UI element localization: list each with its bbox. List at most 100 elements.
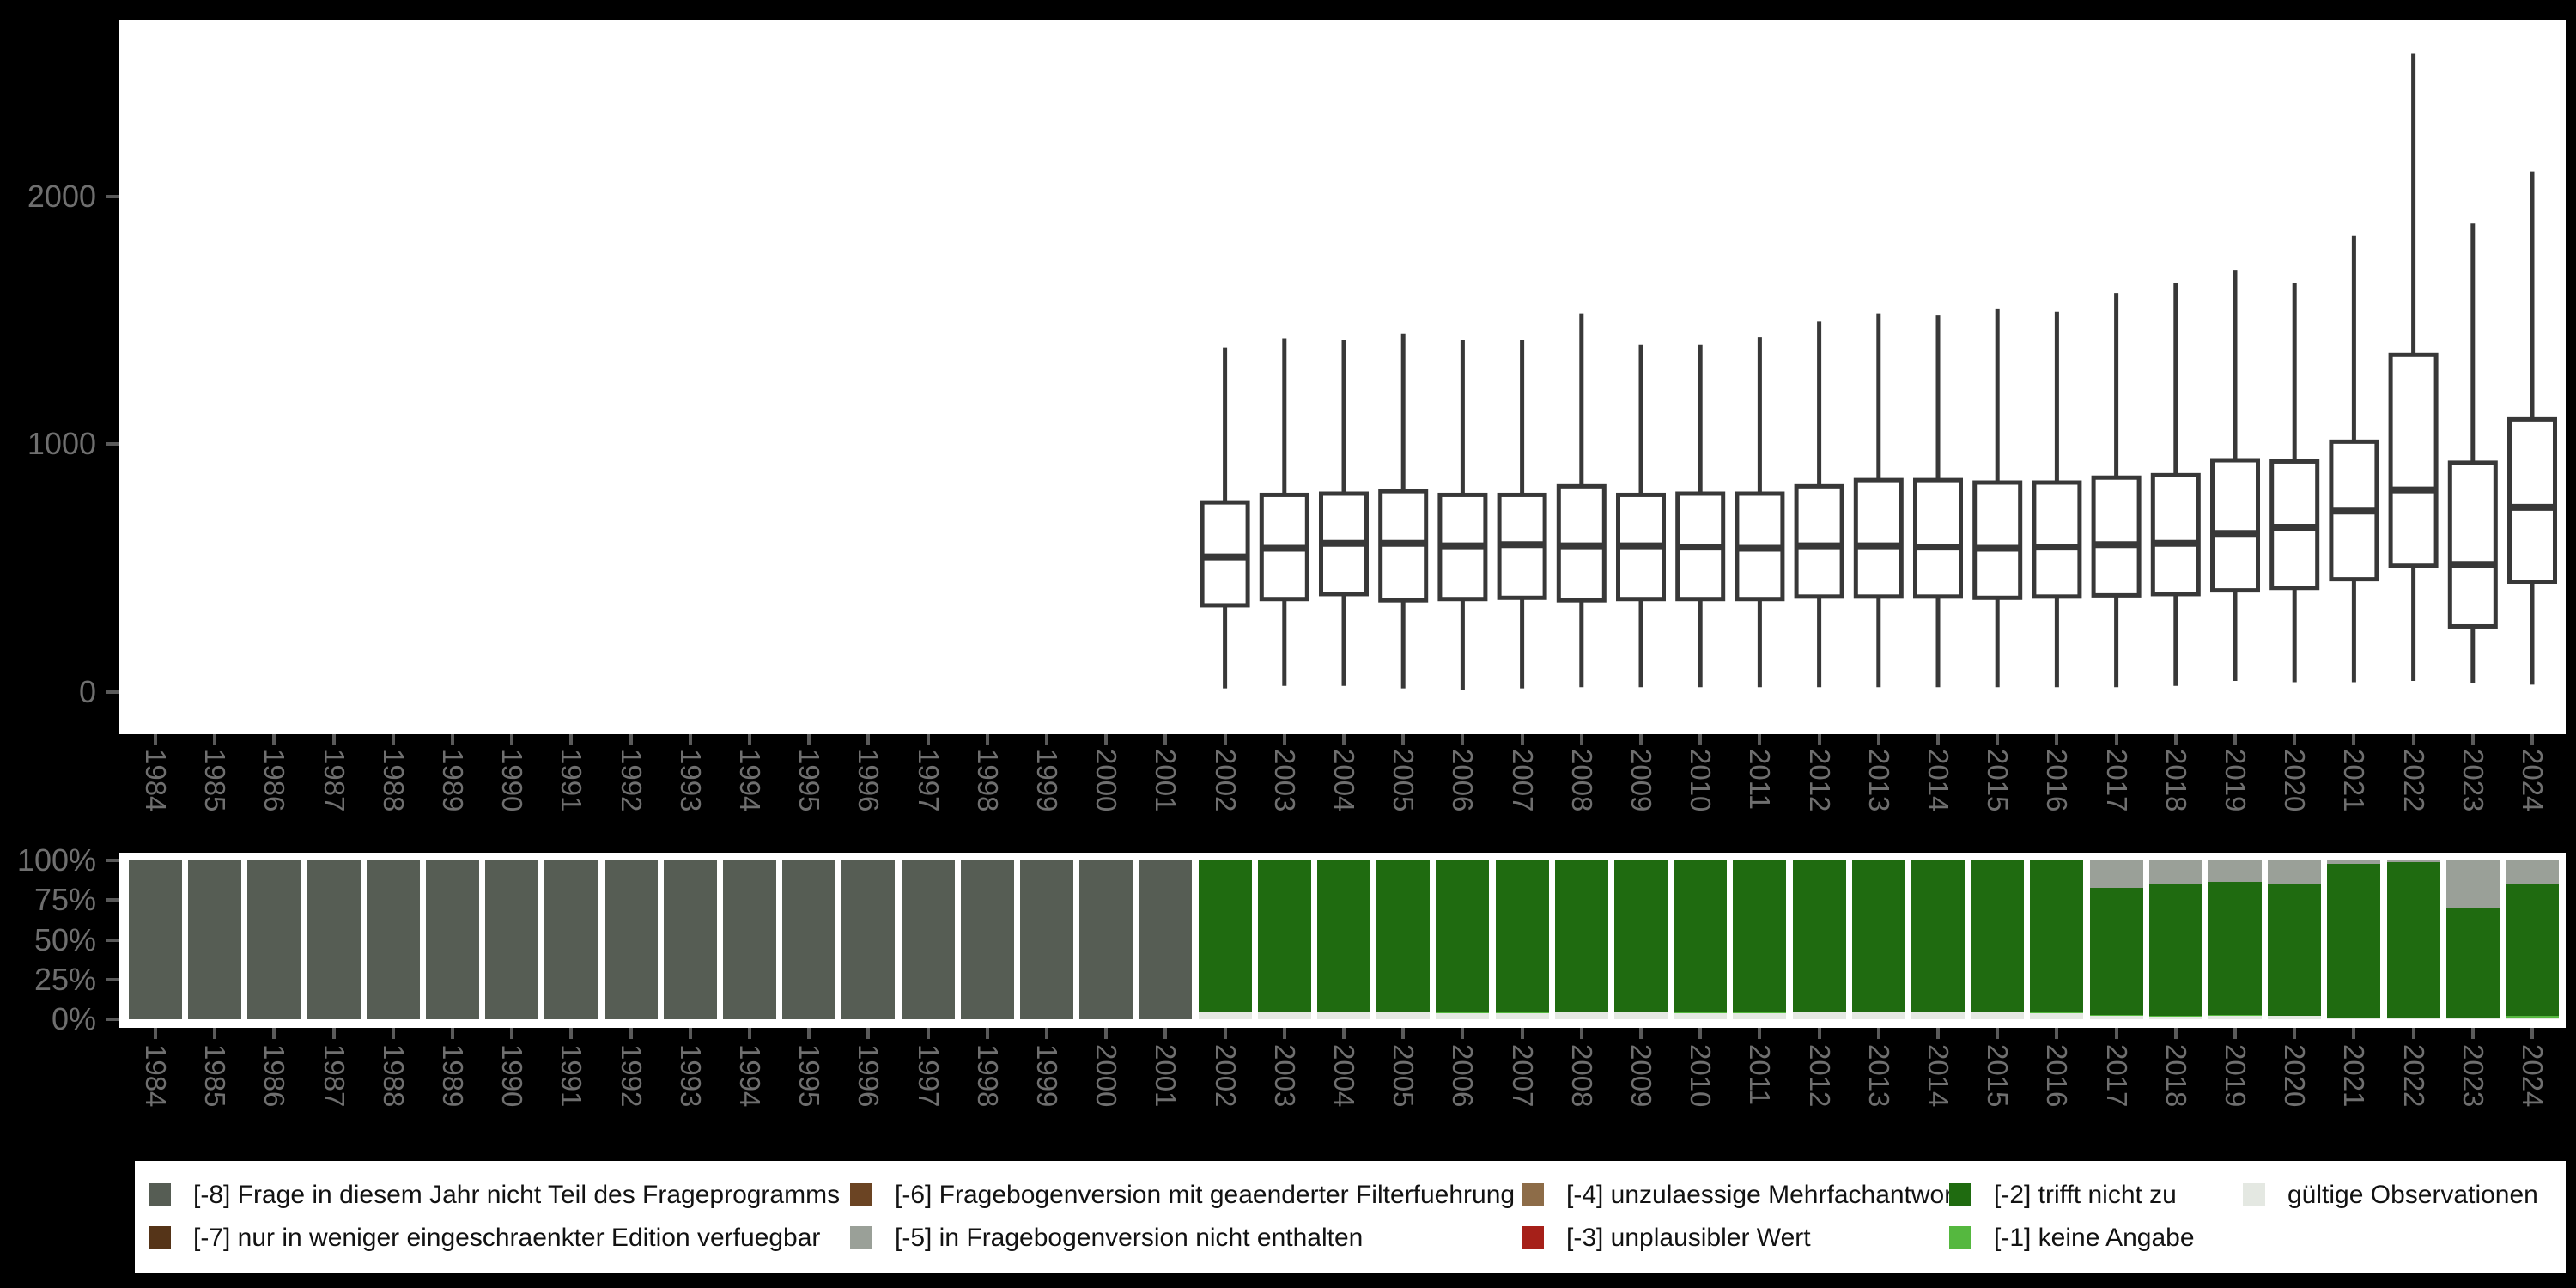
top-x-tick-label: 2016 <box>2041 749 2074 812</box>
top-x-tick <box>688 734 692 745</box>
bar-2019-seg--1 <box>2208 1014 2262 1017</box>
legend-label--8: [-8] Frage in diesem Jahr nicht Teil des… <box>193 1181 841 1209</box>
bottom-x-tick-label: 1994 <box>734 1044 766 1108</box>
bar-2006-seg--2 <box>1436 860 1490 1012</box>
bottom-x-tick-label: 1992 <box>615 1044 647 1108</box>
bar-2002-seg-valid <box>1198 1012 1252 1019</box>
bar-2017-seg--5 <box>2089 860 2143 889</box>
top-x-tick <box>2470 734 2475 745</box>
top-x-tick <box>926 734 930 745</box>
bar-2023-seg--2 <box>2445 908 2500 1018</box>
top-x-tick <box>1461 734 1465 745</box>
bar-1989-seg--8 <box>426 860 479 1019</box>
top-x-tick <box>1758 734 1762 745</box>
bar-1996-seg--8 <box>841 860 896 1019</box>
top-y-tick-label: 2000 <box>27 178 96 214</box>
bottom-x-tick-label: 1990 <box>496 1044 529 1108</box>
bar-2023-seg-valid <box>2445 1018 2500 1020</box>
boxplot-2012 <box>1794 321 1844 688</box>
bottom-x-tick <box>1461 1028 1465 1039</box>
top-x-tick <box>748 734 751 745</box>
bottom-x-tick-label: 1997 <box>912 1044 945 1108</box>
top-x-tick-label: 1994 <box>734 749 766 812</box>
bottom-x-tick <box>391 1028 395 1039</box>
boxplot-2007 <box>1497 339 1547 689</box>
legend-label--2: [-2] trifft nicht zu <box>1994 1181 2177 1209</box>
top-x-tick-label: 2003 <box>1268 749 1301 812</box>
top-x-tick <box>1104 734 1109 745</box>
bottom-x-tick <box>154 1028 157 1039</box>
boxplot-2002 <box>1200 347 1250 689</box>
bottom-x-tick-label: 2020 <box>2279 1044 2312 1108</box>
bottom-x-tick <box>2352 1028 2356 1039</box>
bottom-x-tick-label: 2023 <box>2457 1044 2489 1108</box>
bottom-x-tick <box>1520 1028 1524 1039</box>
bar-2009-seg--2 <box>1614 860 1668 1013</box>
top-x-tick <box>2055 734 2059 745</box>
top-x-tick <box>154 734 157 745</box>
stacked-bar-panel <box>119 853 2566 1028</box>
top-x-tick <box>451 734 454 745</box>
bottom-x-tick-label: 2018 <box>2160 1044 2192 1108</box>
top-x-tick-label: 1989 <box>437 749 469 812</box>
top-x-tick <box>2114 734 2118 745</box>
top-x-tick-label: 2022 <box>2397 749 2430 812</box>
bar-2002-seg--2 <box>1198 860 1252 1012</box>
bottom-x-tick-label: 1987 <box>318 1044 350 1108</box>
bar-2022-seg--2 <box>2386 862 2440 1018</box>
top-y-tick <box>106 442 119 447</box>
boxplot-svg <box>1200 53 2557 690</box>
top-x-tick-label: 2000 <box>1091 749 1123 812</box>
bar-2012-seg-valid <box>1792 1012 1846 1019</box>
bar-1998-seg--8 <box>960 860 1014 1019</box>
bar-2010-seg-valid <box>1674 1012 1728 1019</box>
bottom-x-tick-label: 2024 <box>2517 1044 2549 1108</box>
bar-2011-seg--1 <box>1733 1012 1787 1013</box>
top-x-tick <box>1045 734 1048 745</box>
bar-2010-seg--2 <box>1674 860 1728 1012</box>
top-x-tick-label: 2024 <box>2517 749 2549 812</box>
top-x-tick <box>985 734 989 745</box>
bottom-x-tick <box>1996 1028 2000 1039</box>
bottom-x-tick <box>272 1028 276 1039</box>
bottom-x-tick-label: 2001 <box>1150 1044 1182 1108</box>
top-x-tick <box>2293 734 2297 745</box>
top-x-tick <box>1817 734 1821 745</box>
top-x-tick-label: 1991 <box>556 749 588 812</box>
bar-2024-seg--1 <box>2506 1016 2559 1018</box>
top-x-tick <box>1639 734 1643 745</box>
bottom-x-tick-label: 1991 <box>556 1044 588 1108</box>
bottom-x-tick-label: 2015 <box>1982 1044 2014 1108</box>
bottom-x-tick-label: 1998 <box>971 1044 1004 1108</box>
top-x-tick-label: 2006 <box>1447 749 1479 812</box>
bar-2023-seg--5 <box>2445 860 2500 908</box>
bottom-x-tick <box>569 1028 574 1039</box>
bottom-x-tick-label: 2019 <box>2220 1044 2251 1108</box>
bottom-x-tick-label: 2009 <box>1625 1044 1657 1108</box>
bottom-x-tick <box>1223 1028 1227 1039</box>
top-x-tick <box>1342 734 1346 745</box>
bar-2020-seg--5 <box>2268 860 2322 884</box>
bar-2003-seg--2 <box>1257 860 1311 1012</box>
bottom-y-tick-label: 25% <box>33 961 96 997</box>
bottom-x-tick <box>1936 1028 1940 1039</box>
bottom-x-tick-label: 2005 <box>1388 1044 1420 1108</box>
boxplot-2024 <box>2507 171 2557 685</box>
bar-2005-seg-valid <box>1376 1012 1431 1019</box>
top-x-tick-label: 2004 <box>1328 749 1360 812</box>
top-x-tick <box>1163 734 1168 745</box>
bottom-x-tick <box>2173 1028 2178 1039</box>
bar-1992-seg--8 <box>604 860 658 1019</box>
bar-2020-seg-valid <box>2268 1016 2322 1019</box>
bottom-x-tick <box>1282 1028 1286 1039</box>
bottom-x-tick-label: 1993 <box>674 1044 707 1108</box>
top-x-tick-label: 2017 <box>2100 749 2133 812</box>
top-x-tick <box>1996 734 2000 745</box>
bottom-x-tick <box>985 1028 989 1039</box>
bar-2013-seg-valid <box>1851 1012 1905 1019</box>
bottom-x-tick-label: 2021 <box>2338 1044 2371 1108</box>
boxplot-2022 <box>2388 53 2439 682</box>
top-x-tick-label: 1990 <box>496 749 529 812</box>
legend-swatch--1 <box>1949 1226 1971 1249</box>
bar-1999-seg--8 <box>1020 860 1073 1019</box>
